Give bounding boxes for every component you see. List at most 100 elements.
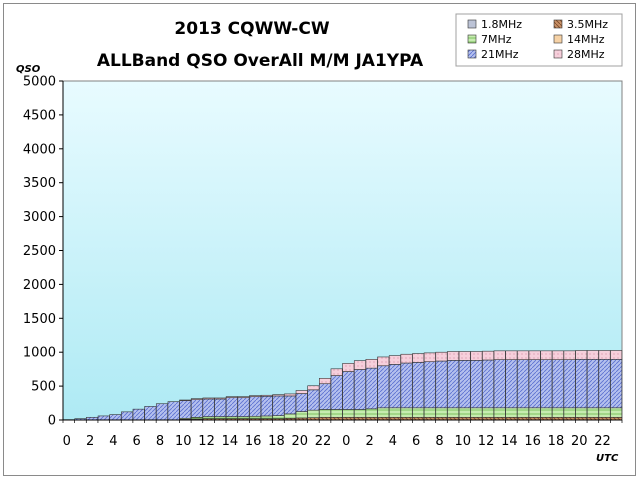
bar-28MHz-41: [540, 350, 553, 360]
x-tick-label: 16: [245, 434, 262, 449]
bar-21MHz-23: [330, 375, 343, 410]
x-tick-label: 20: [291, 434, 308, 449]
bar-21MHz-35: [470, 360, 483, 409]
bar-7MHz-18: [272, 415, 285, 419]
bar-21MHz-34: [458, 360, 471, 409]
legend-label: 3.5MHz: [567, 18, 608, 31]
legend-swatch: [467, 34, 477, 44]
bar-7MHz-41: [540, 407, 553, 418]
legend-swatch: [467, 19, 477, 29]
x-tick-label: 16: [524, 434, 541, 449]
bar-21MHz-12: [202, 398, 215, 417]
bar-28MHz-47: [610, 350, 623, 360]
legend-label: 21MHz: [481, 48, 519, 61]
legend: 1.8MHz 3.5MHz 7MHz 14MHz 21MHz 28MHz: [455, 13, 623, 67]
bar-21MHz-6: [132, 408, 145, 421]
bar-21MHz-32: [435, 360, 448, 409]
x-tick-label: 22: [594, 434, 611, 449]
bar-21MHz-17: [260, 395, 273, 417]
x-tick-label: 2: [86, 434, 94, 449]
bar-21MHz-47: [610, 359, 623, 409]
bar-7MHz-12: [202, 416, 215, 419]
chart-subtitle: ALLBand QSO OverAll M/M JA1YPA: [97, 51, 424, 71]
bar-7MHz-45: [586, 407, 599, 418]
bar-28MHz-25: [353, 360, 366, 370]
x-tick-label: 4: [389, 434, 397, 449]
bar-7MHz-43: [563, 407, 576, 418]
chart-title: 2013 CQWW-CW: [174, 19, 329, 39]
bar-28MHz-15: [237, 396, 250, 398]
bar-28MHz-17: [260, 394, 273, 397]
bar-7MHz-21: [307, 409, 320, 418]
bar-28MHz-35: [470, 351, 483, 361]
legend-box: [455, 13, 623, 67]
y-tick-label: 2000: [23, 278, 56, 293]
x-tick-label: 14: [501, 434, 518, 449]
bar-28MHz-18: [272, 394, 285, 397]
bar-7MHz-40: [528, 407, 541, 418]
bar-7MHz-16: [249, 415, 262, 419]
bar-7MHz-14: [225, 416, 238, 419]
bar-28MHz-40: [528, 350, 541, 360]
x-tick-label: 6: [412, 434, 420, 449]
bar-21MHz-33: [447, 360, 460, 409]
bar-28MHz-36: [482, 350, 495, 361]
legend-label: 7MHz: [481, 33, 512, 46]
bar-28MHz-13: [214, 397, 227, 400]
bar-21MHz-36: [482, 359, 495, 409]
y-tick-label: 2500: [23, 244, 56, 259]
bar-21MHz-25: [353, 369, 366, 410]
x-tick-label: 4: [109, 434, 117, 449]
bar-21MHz-26: [365, 367, 378, 410]
bar-28MHz-42: [551, 350, 564, 360]
x-axis-label: UTC: [596, 453, 619, 464]
y-tick-label: 3500: [23, 176, 56, 191]
bar-21MHz-27: [377, 365, 390, 409]
y-tick-label: 1500: [23, 312, 56, 327]
x-tick-label: 6: [133, 434, 141, 449]
bar-28MHz-37: [493, 350, 506, 360]
bar-28MHz-34: [458, 351, 471, 361]
bar-7MHz-19: [284, 413, 297, 419]
bar-7MHz-44: [575, 407, 588, 418]
bar-21MHz-42: [551, 359, 564, 409]
x-tick-label: 14: [222, 434, 239, 449]
bar-21MHz-29: [400, 362, 413, 409]
legend-label: 28MHz: [567, 48, 605, 61]
x-tick-label: 2: [365, 434, 373, 449]
bar-21MHz-22: [319, 383, 332, 410]
bar-28MHz-12: [202, 397, 215, 400]
bar-21MHz-46: [598, 359, 611, 409]
bar-21MHz-44: [575, 359, 588, 409]
bar-28MHz-32: [435, 351, 448, 362]
bar-7MHz-38: [505, 407, 518, 418]
bar-21MHz-45: [586, 359, 599, 409]
bar-7MHz-13: [214, 416, 227, 419]
chart-frame: 2013 CQWW-CW ALLBand QSO OverAll M/M JA1…: [3, 3, 636, 476]
chart-svg: 2013 CQWW-CW ALLBand QSO OverAll M/M JA1…: [16, 13, 623, 464]
bar-21MHz-7: [144, 406, 157, 421]
bar-28MHz-24: [342, 363, 355, 372]
bar-21MHz-38: [505, 359, 518, 409]
bar-7MHz-26: [365, 408, 378, 418]
bar-7MHz-39: [516, 407, 530, 418]
bar-21MHz-8: [155, 403, 168, 421]
bar-21MHz-24: [342, 371, 355, 410]
bar-28MHz-19: [284, 393, 297, 397]
y-tick-label: 500: [31, 380, 56, 395]
bar-28MHz-30: [412, 353, 425, 363]
legend-swatch: [553, 49, 563, 59]
bar-28MHz-28: [388, 355, 401, 365]
x-tick-label: 12: [478, 434, 495, 449]
x-tick-label: 20: [571, 434, 588, 449]
x-axis: 0 2 4 6 8 10 12 14 16 18 20 22 0 2 4 6 8 10 12 14 16 18 20 22: [62, 419, 623, 449]
bar-7MHz-30: [412, 407, 425, 418]
bar-21MHz-18: [272, 395, 285, 416]
legend-label: 14MHz: [567, 33, 605, 46]
bar-28MHz-22: [319, 377, 332, 385]
bar-28MHz-11: [190, 398, 203, 400]
bar-28MHz-29: [400, 353, 413, 364]
bar-7MHz-22: [319, 409, 332, 418]
x-tick-label: 0: [342, 434, 350, 449]
bar-28MHz-46: [598, 350, 611, 360]
